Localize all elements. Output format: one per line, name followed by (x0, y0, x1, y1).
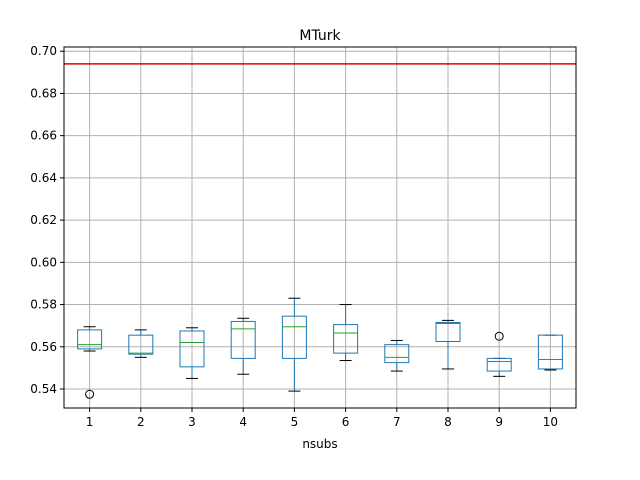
box-group-2 (128, 329, 154, 358)
box-group-6 (333, 304, 359, 361)
iqr-box (486, 357, 512, 372)
x-tick-label: 9 (495, 415, 503, 429)
y-tick-label: 0.68 (30, 86, 57, 100)
y-tick-label: 0.70 (30, 44, 57, 58)
iqr-box (179, 330, 205, 368)
box-group-7 (384, 339, 410, 372)
iqr-box (128, 334, 154, 355)
y-tick-label: 0.60 (30, 255, 57, 269)
grid-lines (64, 47, 576, 408)
y-tick-label: 0.54 (30, 382, 57, 396)
iqr-box (281, 315, 307, 359)
iqr-box (435, 322, 461, 342)
box-group-1 (77, 326, 103, 399)
y-tick-label: 0.62 (30, 213, 57, 227)
box-group-8 (435, 319, 461, 370)
boxes-layer (77, 297, 563, 399)
x-tick-label: 2 (137, 415, 145, 429)
iqr-box (230, 320, 256, 359)
x-axis-label: nsubs (302, 437, 337, 451)
box-group-9 (486, 331, 512, 377)
plot-frame (63, 46, 577, 409)
iqr-box (333, 324, 359, 354)
x-tick-label: 6 (342, 415, 350, 429)
axes-layer: 0.54 0.56 0.58 0.60 0.62 0.64 0.66 0.68 0.70 1 2 3 4… (30, 44, 577, 429)
y-tick-label: 0.66 (30, 129, 57, 143)
x-tick-label: 8 (444, 415, 452, 429)
iqr-box (537, 334, 563, 370)
iqr-box (384, 344, 410, 364)
x-tick-label: 1 (86, 415, 94, 429)
box-group-3 (179, 327, 205, 379)
x-tick-label: 3 (188, 415, 196, 429)
box-group-5 (281, 297, 307, 392)
y-tick-label: 0.64 (30, 171, 57, 185)
x-tick-label: 5 (291, 415, 299, 429)
box-group-4 (230, 317, 256, 375)
x-tick-label: 10 (543, 415, 558, 429)
y-tick-label: 0.56 (30, 340, 57, 354)
outlier-point (494, 331, 504, 341)
iqr-box (77, 329, 103, 350)
x-tick-label: 4 (239, 415, 247, 429)
y-tick-label: 0.58 (30, 298, 57, 312)
chart-title: MTurk (299, 28, 341, 44)
x-tick-label: 7 (393, 415, 401, 429)
box-group-10 (537, 334, 563, 371)
outlier-point (85, 389, 95, 399)
